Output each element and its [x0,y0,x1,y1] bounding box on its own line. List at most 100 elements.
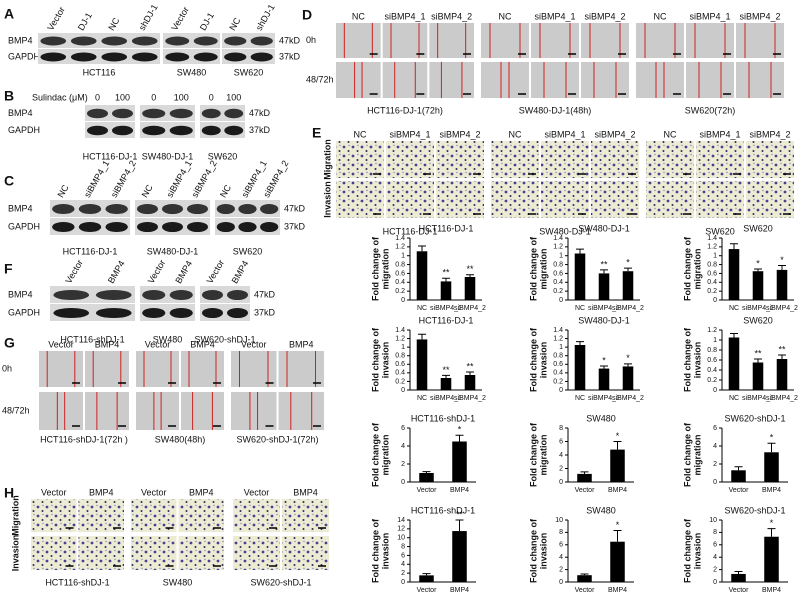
significance: * [616,520,620,530]
y-axis-label: Fold change of [370,236,380,301]
micrograph [481,62,529,98]
size-label: 37kD [249,125,271,135]
micrograph [491,141,539,178]
y-tick-label: 1.4 [553,327,563,334]
category-label: Vector [575,487,596,494]
micrograph [386,141,434,178]
micrograph [136,392,179,430]
error-bar [624,267,632,272]
chart-title: SW620 [743,223,773,233]
column-label: Vector [41,487,67,497]
column-label: siBMP4_2 [584,11,625,21]
significance: * [616,431,620,441]
column-label: siBMP4_1 [689,11,730,21]
cell-caption: HCT116-DJ-1(72h) [367,105,443,115]
y-axis-label: Fold change of [370,518,380,583]
cell-caption: SW480 [153,334,183,344]
chart-title: SW620-shDJ-1 [724,413,785,423]
significance: * [780,255,784,265]
y-tick-label: 0.8 [553,353,563,360]
bar [752,362,764,390]
panel-label: H [4,485,14,501]
significance: * [756,258,760,268]
band [142,108,166,119]
y-tick-label: 0.4 [707,279,717,286]
y-axis-label: Fold change of [528,518,538,583]
micrograph [233,536,280,570]
band [105,221,128,233]
column-label: NC [509,129,522,139]
error-bar [613,530,622,542]
column-label: NC [664,129,677,139]
category-label: siBMP4_1 [430,395,462,402]
size-label: 47kD [279,35,301,45]
y-axis-label: Fold change of [682,518,692,583]
size-label: 37kD [279,51,301,61]
cell-caption: HCT116-shDJ-1(72h ) [40,434,128,444]
y-tick-label: 6 [713,542,717,549]
y-tick-label: 4 [401,443,405,450]
lane-label: NC [106,15,121,32]
y-tick-label: 6 [559,542,563,549]
lane-label: 0 [209,92,214,102]
cell-caption: SW480 [177,67,207,77]
y-tick-label: 0 [559,387,563,394]
error-bar [767,442,776,453]
micrograph [541,181,589,218]
band [52,203,75,215]
column-label: BMP4 [293,487,318,497]
y-tick-label: 0.6 [395,361,405,368]
significance: ** [442,268,450,278]
column-label: NC [499,11,512,21]
category-label: NC [575,305,585,312]
micrograph [336,62,381,98]
bar [622,271,634,300]
bar [416,339,428,390]
column-label: NC [352,11,365,21]
lane-label: Vector [169,5,190,32]
chart-title: HCT116-shDJ-1 [411,413,475,423]
y-tick-label: 0.4 [395,370,405,377]
y-tick-label: 1.2 [707,327,717,334]
error-bar [422,471,431,473]
band [202,307,223,319]
band [137,221,158,233]
bar [577,575,592,582]
category-label: siBMP4_1 [588,305,620,312]
band [260,221,279,233]
panel-label: B [4,88,14,104]
y-tick-label: 4 [559,554,563,561]
y-tick-label: 0 [559,579,563,586]
y-axis-label: Fold change of [370,327,380,392]
y-tick-label: 0.4 [553,279,563,286]
y-tick-label: 0.6 [553,361,563,368]
band [165,52,190,62]
error-bar [442,277,450,282]
row-label: 0h [306,35,316,45]
lane-label: shDJ-1 [137,2,160,32]
band [101,52,128,62]
band [187,221,208,233]
category-label: siBMP4_1 [430,305,462,312]
y-tick-label: 12 [397,526,405,533]
micrograph [336,23,381,58]
lane-label: 100 [115,92,130,102]
y-axis-label: Fold change of [370,422,380,487]
bar [610,541,625,582]
column-label: Vector [244,487,270,497]
bar [598,273,610,300]
treatment-label: Sulindac (μM) [32,92,88,102]
y-tick-label: 14 [397,517,405,524]
error-bar [455,519,464,532]
lane-label: NC [218,182,233,199]
band [142,125,166,136]
micrograph [686,62,734,98]
cell-caption: HCT116 [83,67,116,77]
band [224,108,244,119]
cell-caption: SW480-DJ-1 [147,246,199,256]
cell-caption: SW620 [234,67,264,77]
bar [728,249,740,300]
micrograph [429,62,474,98]
bar [577,473,592,482]
column-label: Vector [141,487,167,497]
